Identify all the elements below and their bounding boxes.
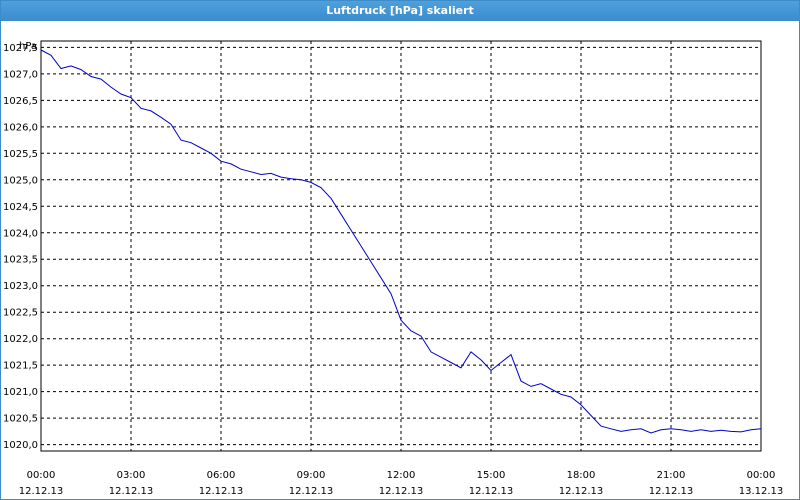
y-tick-label: 1025,0	[3, 175, 38, 186]
y-tick-label: 1024,0	[3, 228, 38, 239]
y-tick-label: 1023,5	[3, 255, 38, 266]
y-tick-label: 1021,5	[3, 361, 38, 372]
y-tick-label: 1020,0	[3, 440, 38, 451]
series-line	[40, 49, 762, 434]
x-tick-time: 00:00	[27, 470, 56, 481]
chart-canvas: 1020,0 1020,5 1021,0 1021,5 1022,0 1022,5 1023…	[3, 40, 784, 497]
x-axis-ticks: 00:00 12.12.13 03:00 12.12.13 06:00 12.12.13 0…	[19, 470, 784, 497]
x-tick-date: 12.12.13	[649, 486, 694, 497]
grid-lines	[41, 41, 761, 451]
y-tick-label: 1025,5	[3, 149, 38, 160]
x-tick-date: 12.12.13	[559, 486, 604, 497]
y-axis-label: hPa	[19, 41, 37, 52]
x-tick-date: 12.12.13	[469, 486, 514, 497]
x-tick-time: 06:00	[207, 470, 236, 481]
x-tick-time: 12:00	[387, 470, 416, 481]
x-tick-date: 12.12.13	[379, 486, 424, 497]
y-tick-label: 1026,5	[3, 96, 38, 107]
x-tick-date: 12.12.13	[19, 486, 64, 497]
y-tick-label: 1020,5	[3, 414, 38, 425]
x-tick-date: 13.12.13	[739, 486, 784, 497]
y-tick-label: 1023,0	[3, 281, 38, 292]
y-tick-label: 1027,5	[3, 43, 38, 54]
y-tick-label: 1024,5	[3, 202, 38, 213]
y-tick-label: 1026,0	[3, 122, 38, 133]
x-tick-time: 18:00	[567, 470, 596, 481]
y-axis-ticks: 1020,0 1020,5 1021,0 1021,5 1022,0 1022,5 1023…	[3, 43, 38, 451]
y-tick-label: 1021,0	[3, 387, 38, 398]
y-tick-label: 1027,0	[3, 69, 38, 80]
y-tick-label: 1022,5	[3, 308, 38, 319]
x-tick-time: 15:00	[477, 470, 506, 481]
x-tick-time: 00:00	[747, 470, 776, 481]
x-tick-time: 09:00	[297, 470, 326, 481]
x-tick-time: 21:00	[657, 470, 686, 481]
x-tick-date: 12.12.13	[109, 486, 154, 497]
window-title: Luftdruck [hPa] skaliert	[1, 1, 799, 21]
x-tick-time: 03:00	[117, 470, 146, 481]
y-tick-label: 1022,0	[3, 334, 38, 345]
x-tick-date: 12.12.13	[199, 486, 244, 497]
x-tick-date: 12.12.13	[289, 486, 334, 497]
